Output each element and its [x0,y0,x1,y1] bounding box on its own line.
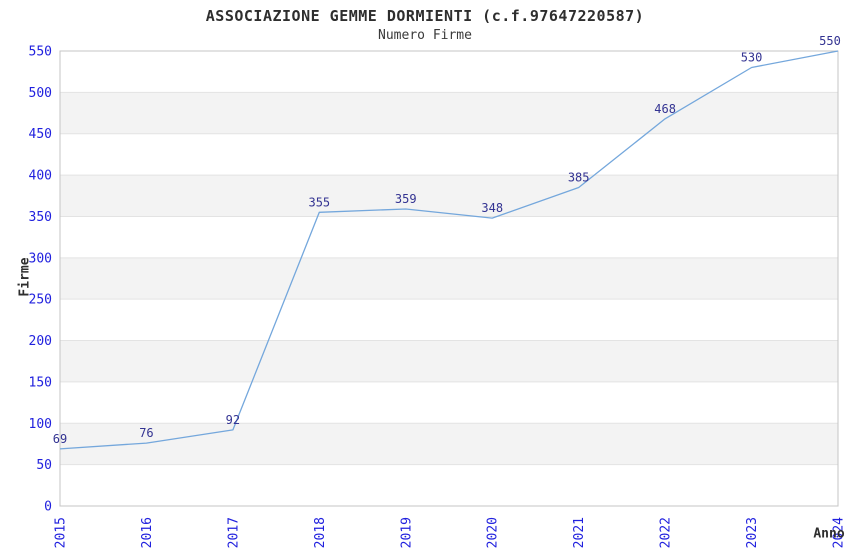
data-point-label: 550 [819,34,841,48]
y-tick-label: 150 [29,375,52,390]
y-axis-title: Firme [17,257,33,297]
chart-subtitle: Numero Firme [378,28,472,43]
grid-band [60,423,838,465]
data-point-label: 348 [481,201,503,215]
data-point-label: 76 [139,426,153,440]
x-axis-title: Anno [813,526,845,542]
x-tick-label: 2022 [659,517,674,548]
x-tick-label: 2016 [140,517,155,548]
y-tick-label: 0 [44,500,52,515]
data-point-label: 92 [226,413,240,427]
y-tick-label: 550 [29,45,52,60]
y-tick-label: 50 [36,458,52,473]
y-tick-label: 100 [29,417,52,432]
grid-band [60,175,838,217]
y-tick-label: 200 [29,334,52,349]
y-tick-label: 400 [29,169,52,184]
y-tick-label: 500 [29,86,52,101]
y-tick-label: 300 [29,251,52,266]
y-tick-label: 250 [29,293,52,308]
grid-band [60,257,838,300]
y-tick-label: 350 [29,210,52,225]
data-point-label: 359 [395,192,417,206]
x-tick-label: 2017 [226,517,241,548]
plot-border [59,50,839,507]
data-point-label: 385 [568,171,590,185]
x-tick-label: 2015 [54,517,69,548]
grid-band [60,92,838,134]
chart-title: ASSOCIAZIONE GEMME DORMIENTI (c.f.976472… [205,7,645,25]
x-tick-label: 2020 [486,517,501,548]
data-point-label: 355 [308,195,330,209]
series-line [59,50,839,450]
y-tick-label: 450 [29,127,52,142]
data-point-label: 530 [741,51,763,65]
x-tick-label: 2024 [832,517,847,548]
x-tick-label: 2018 [313,517,328,548]
grid-band [60,340,838,382]
x-tick-label: 2019 [399,517,414,548]
x-tick-label: 2021 [572,517,587,548]
data-point-label: 69 [53,432,67,446]
data-point-label: 468 [654,102,676,116]
x-tick-label: 2023 [745,517,760,548]
